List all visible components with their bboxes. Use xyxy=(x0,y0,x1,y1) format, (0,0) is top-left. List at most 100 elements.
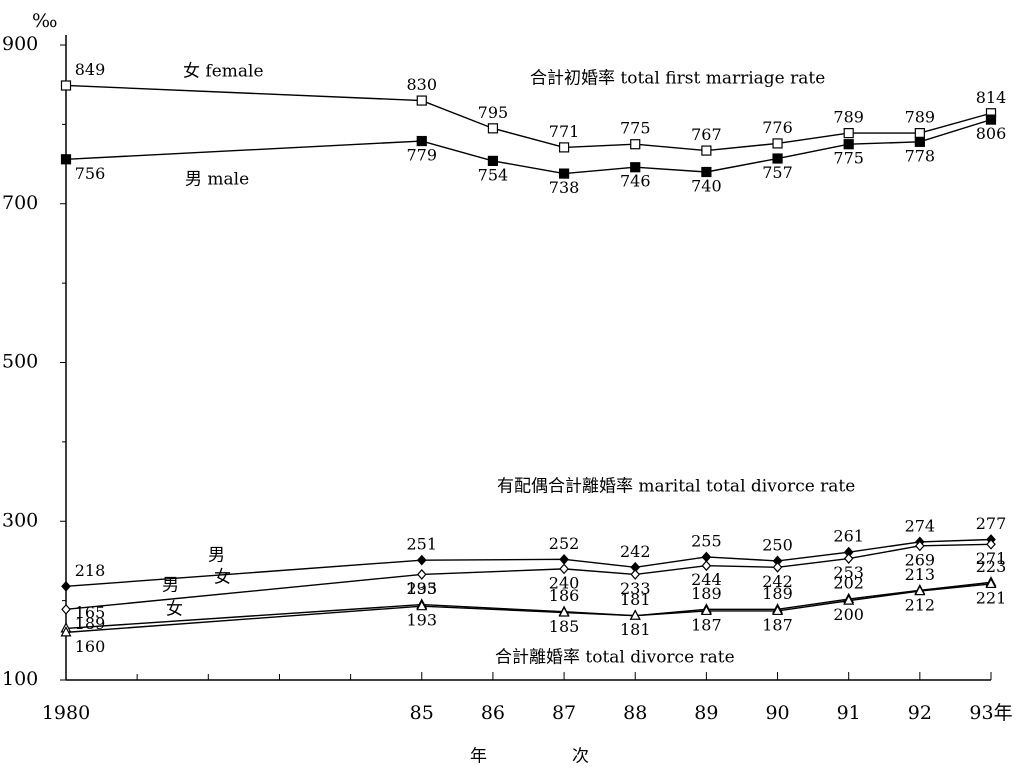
marker xyxy=(487,155,499,166)
marker xyxy=(985,577,997,589)
data-label: 261 xyxy=(833,527,864,546)
marker xyxy=(60,626,72,637)
data-label: 250 xyxy=(762,535,793,554)
y-tick-label: 500 xyxy=(2,351,38,373)
marker xyxy=(416,95,427,106)
marker xyxy=(60,80,72,91)
data-label: 255 xyxy=(691,531,722,550)
marker xyxy=(914,136,925,147)
data-label: 740 xyxy=(691,177,722,196)
x-tick-label: 86 xyxy=(481,702,505,724)
data-label: 181 xyxy=(620,590,651,609)
marker xyxy=(843,139,854,150)
marker xyxy=(700,604,712,616)
marker xyxy=(558,142,570,153)
data-label: 779 xyxy=(406,146,437,165)
data-label: 212 xyxy=(905,596,936,615)
data-label: 233 xyxy=(406,579,437,598)
marker xyxy=(61,580,71,592)
series-line xyxy=(65,84,992,152)
data-label: 269 xyxy=(905,550,936,569)
marker xyxy=(843,553,854,564)
legend-label: 女 xyxy=(166,600,183,620)
legend-label: 男 xyxy=(208,546,225,566)
data-label: 771 xyxy=(549,122,580,141)
data-label: 165 xyxy=(75,603,106,622)
y-unit: ‰ xyxy=(32,10,58,32)
marker xyxy=(629,609,641,620)
data-label: 806 xyxy=(976,124,1007,143)
data-label: 830 xyxy=(406,75,437,94)
data-label: 187 xyxy=(762,615,793,634)
marker xyxy=(701,560,712,572)
data-label: 252 xyxy=(549,534,580,553)
marker xyxy=(986,538,996,550)
data-label: 186 xyxy=(549,586,580,605)
data-label: 202 xyxy=(833,574,864,593)
data-label: 233 xyxy=(620,579,651,598)
marker xyxy=(559,563,569,575)
data-label: 789 xyxy=(905,108,936,127)
marker xyxy=(487,123,499,134)
data-label: 218 xyxy=(75,561,106,580)
x-tick-label: 91 xyxy=(837,702,861,724)
marker xyxy=(915,540,925,552)
y-tick-label: 300 xyxy=(2,509,38,531)
marker xyxy=(416,569,427,580)
legend-label: 男 male xyxy=(185,170,249,190)
x-axis-label: 年 次 xyxy=(470,747,589,767)
marker xyxy=(630,162,641,173)
marker xyxy=(559,553,569,565)
data-label: 271 xyxy=(976,549,1007,568)
data-label: 189 xyxy=(75,614,106,633)
data-label: 240 xyxy=(549,573,580,592)
annotation: 合計離婚率 total divorce rate xyxy=(495,648,735,668)
data-label: 849 xyxy=(75,60,106,79)
data-label: 251 xyxy=(406,535,437,554)
x-tick-label: 93年 xyxy=(969,702,1012,724)
legend-label: 女 xyxy=(214,568,231,588)
x-tick-label: 1980 xyxy=(42,702,90,724)
data-label: 754 xyxy=(478,165,509,184)
marker xyxy=(701,166,712,178)
x-tick-label: 85 xyxy=(410,702,434,724)
data-label: 187 xyxy=(691,615,722,634)
data-label: 775 xyxy=(833,149,864,168)
marker xyxy=(914,128,925,139)
data-label: 776 xyxy=(762,118,793,137)
data-label: 767 xyxy=(691,125,722,144)
data-label: 221 xyxy=(976,588,1007,607)
marker xyxy=(61,603,71,615)
annotation: 合計初婚率 total first marriage rate xyxy=(530,69,825,89)
marker xyxy=(416,599,428,611)
data-label: 757 xyxy=(762,163,793,182)
marker xyxy=(772,138,783,149)
marker xyxy=(416,554,427,566)
data-label: 160 xyxy=(75,637,106,656)
data-label: 181 xyxy=(620,620,651,639)
data-label: 189 xyxy=(762,584,793,603)
series-line xyxy=(65,118,992,175)
data-label: 244 xyxy=(691,570,722,589)
data-label: 185 xyxy=(549,617,580,636)
data-label: 242 xyxy=(762,572,793,591)
legend-label: 男 xyxy=(162,576,179,596)
x-tick-label: 92 xyxy=(908,702,932,724)
data-label: 814 xyxy=(976,88,1007,107)
marker xyxy=(985,114,997,125)
y-tick-label: 900 xyxy=(2,33,38,55)
marker xyxy=(843,594,855,605)
marker xyxy=(630,569,641,580)
marker xyxy=(416,135,427,147)
marker xyxy=(60,154,72,165)
x-tick-label: 87 xyxy=(552,702,576,724)
annotation: 有配偶合計離婚率 marital total divorce rate xyxy=(497,477,855,497)
data-label: 213 xyxy=(905,565,936,584)
data-label: 795 xyxy=(478,103,509,122)
y-tick-label: 700 xyxy=(2,192,38,214)
marker xyxy=(772,604,784,616)
data-label: 778 xyxy=(905,146,936,165)
y-tick-label: 100 xyxy=(2,668,38,690)
legend-label: 女 female xyxy=(183,62,264,82)
